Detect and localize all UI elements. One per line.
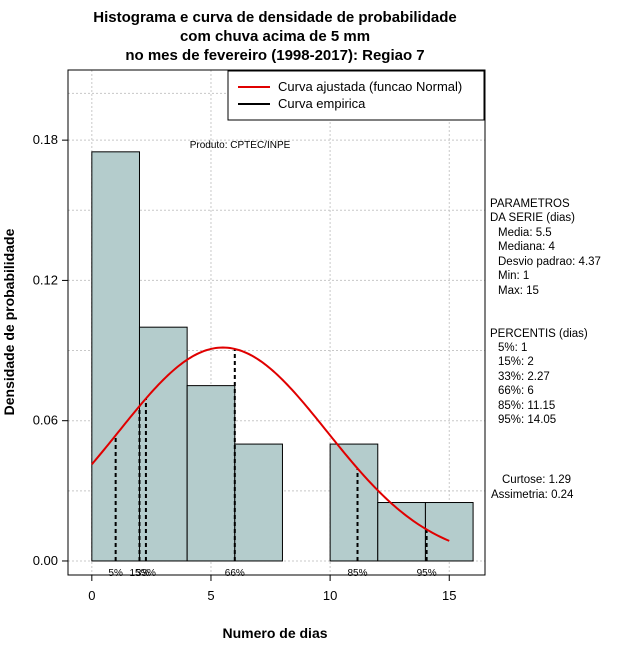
percentile-label-85: 85% [348,568,368,579]
percentil-66: 66%: 6 [498,385,534,397]
percentil-95: 95%: 14.05 [498,414,556,426]
legend-label-fitted: Curva ajustada (funcao Normal) [278,79,462,94]
histogram-bar [91,151,140,562]
legend: Curva ajustada (funcao Normal) Curva emp… [227,70,485,121]
x-tick-label: 10 [323,588,337,603]
x-tick-label: 5 [207,588,214,603]
histogram-bar [186,385,236,562]
histogram-bar [424,502,474,562]
percentile-lines: 5% 15%33% 66% 85% 95% [108,348,437,579]
axes: 0 5 10 15 0.00 0.06 0.12 0.18 [33,132,457,603]
x-tick-label: 0 [88,588,95,603]
y-tick-label: 0.00 [33,553,58,568]
y-tick-label: 0.12 [33,272,58,287]
percentil-33: 33%: 2.27 [498,371,550,383]
chart-title-line-2: com chuva acima de 5 mm [180,28,370,45]
series-parameters-panel: PARAMETROS DA SERIE (dias) Media: 5.5 Me… [490,198,601,297]
percentil-5: 5%: 1 [498,342,527,354]
y-tick-label: 0.18 [33,132,58,147]
y-tick-label: 0.06 [33,413,58,428]
legend-box [227,70,485,121]
product-annotation: Produto: CPTEC/INPE [190,140,291,151]
curtose-value: Curtose: 1.29 [502,474,571,486]
normal-fit-curve [91,346,450,542]
chart-title-line-3: no mes de fevereiro (1998-2017): Regiao … [125,47,424,64]
y-axis-label: Densidade de probabilidade [1,228,17,415]
percentiles-panel: PERCENTIS (dias) 5%: 1 15%: 2 33%: 2.27 … [490,328,588,426]
histogram-bar [234,443,283,562]
param-min: Min: 1 [498,270,529,282]
percentil-15: 15%: 2 [498,356,534,368]
param-desvio: Desvio padrao: 4.37 [498,256,601,268]
params-title-2: DA SERIE (dias) [490,212,575,224]
percentil-85: 85%: 11.15 [498,400,555,412]
percentile-label-95: 95% [417,568,437,579]
percentile-label-66: 66% [225,568,245,579]
x-axis-label: Numero de dias [222,625,327,641]
normal-curve-group [91,346,450,542]
percentile-label-15: 15% [129,568,149,579]
param-mediana: Mediana: 4 [498,241,556,253]
param-max: Max: 15 [498,285,539,297]
histogram-bar [329,443,379,562]
percentile-label-33: 33% [136,568,156,579]
histogram-bars [91,151,474,562]
chart-title-line-1: Histograma e curva de densidade de proba… [93,9,456,26]
assimetria-value: Assimetria: 0.24 [491,489,574,501]
params-title-1: PARAMETROS [490,198,570,210]
x-tick-label: 15 [442,588,456,603]
percentis-title: PERCENTIS (dias) [490,328,588,340]
legend-label-empirical: Curva empirica [278,96,366,111]
percentile-label-5: 5% [108,568,123,579]
param-media: Media: 5.5 [498,227,552,239]
